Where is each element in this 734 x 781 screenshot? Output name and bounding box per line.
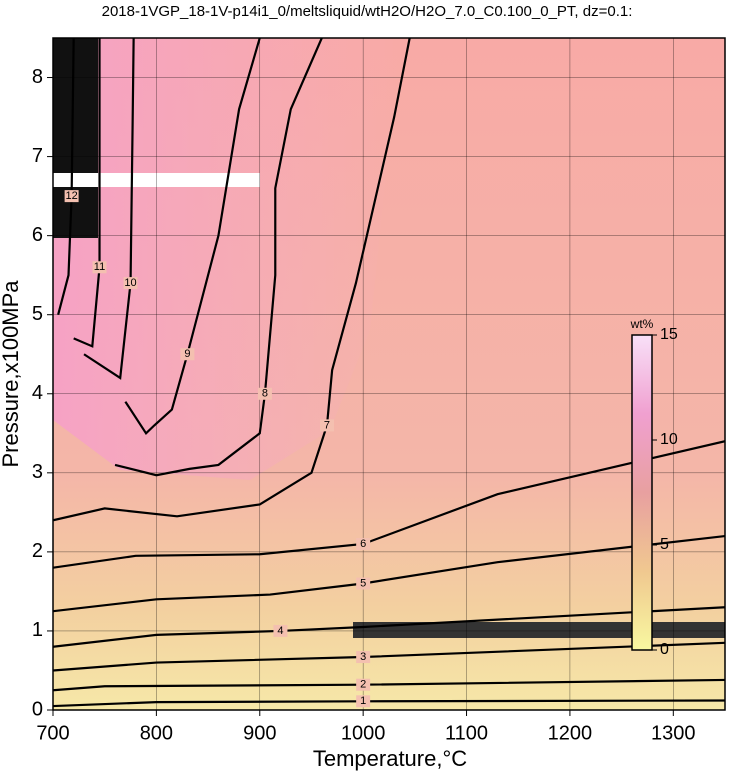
contour-label-bg bbox=[92, 261, 107, 274]
contour-label: 4 bbox=[277, 625, 283, 637]
y-tick-label: 7 bbox=[32, 145, 43, 167]
contour-label-bg bbox=[64, 190, 79, 203]
x-tick-label: 800 bbox=[140, 722, 173, 744]
contour-label-bg bbox=[356, 577, 371, 590]
colorbar-tick-label: 0 bbox=[660, 641, 669, 658]
y-tick-label: 1 bbox=[32, 619, 43, 641]
contour-label: 8 bbox=[262, 388, 268, 400]
contour-label-bg bbox=[180, 348, 195, 361]
contour-label: 2 bbox=[360, 679, 366, 691]
chart-title: 2018-1VGP_18-1V-p14i1_0/meltsliquid/wtH2… bbox=[102, 3, 633, 20]
contour-label-bg bbox=[273, 624, 288, 637]
contour-label: 5 bbox=[360, 577, 366, 589]
contour-line bbox=[53, 534, 725, 613]
contour-label: 7 bbox=[324, 419, 330, 431]
contour-line bbox=[53, 440, 725, 569]
contour-label: 3 bbox=[360, 651, 366, 663]
contour-line bbox=[124, 38, 261, 436]
colorbar-scale bbox=[631, 334, 653, 651]
y-tick-label: 5 bbox=[32, 303, 43, 325]
contour-label: 11 bbox=[94, 261, 105, 273]
contour-label-bg bbox=[356, 678, 371, 691]
contour-label-bg bbox=[257, 387, 272, 400]
contour-label: 9 bbox=[184, 348, 190, 360]
x-tick-label: 900 bbox=[243, 722, 276, 744]
colorbar-label: wt% bbox=[630, 317, 654, 331]
contour-label-bg bbox=[123, 277, 138, 290]
contour-label: 6 bbox=[360, 538, 366, 550]
y-tick-label: 4 bbox=[32, 382, 43, 404]
colorbar-tick-label: 10 bbox=[660, 431, 678, 448]
contour-line bbox=[53, 641, 725, 672]
contour-label-bg bbox=[356, 651, 371, 664]
y-axis-label: Pressure,x100MPa bbox=[0, 280, 23, 468]
contour-label-bg bbox=[356, 695, 371, 708]
contour-line bbox=[73, 38, 101, 348]
x-tick-label: 1200 bbox=[548, 722, 593, 744]
y-tick-label: 6 bbox=[32, 224, 43, 246]
x-tick-label: 1000 bbox=[341, 722, 386, 744]
contour-line bbox=[57, 38, 75, 315]
contour-line bbox=[53, 678, 725, 692]
contour-line bbox=[114, 38, 323, 477]
plot-frame bbox=[52, 37, 726, 711]
contour-label: 1 bbox=[360, 695, 366, 707]
y-tick-label: 3 bbox=[32, 461, 43, 483]
x-axis-label: Temperature,°C bbox=[313, 746, 467, 771]
x-tick-label: 700 bbox=[36, 722, 69, 744]
contour-label: 10 bbox=[124, 277, 136, 289]
y-tick-label: 2 bbox=[32, 540, 43, 562]
colorbar-tick-label: 5 bbox=[660, 536, 669, 553]
contour-label: 12 bbox=[65, 190, 77, 202]
contour-label-bg bbox=[356, 537, 371, 550]
y-tick-label: 0 bbox=[32, 698, 43, 720]
colorbar-tick-label: 15 bbox=[660, 326, 678, 343]
contour-line bbox=[53, 699, 725, 708]
contour-line bbox=[53, 38, 411, 522]
y-tick-label: 8 bbox=[32, 66, 43, 88]
colorbar: wt% 0 5 10 15 bbox=[630, 317, 678, 658]
contour-label-bg bbox=[319, 419, 334, 432]
x-tick-label: 1300 bbox=[651, 722, 696, 744]
x-tick-label: 1100 bbox=[445, 722, 488, 744]
